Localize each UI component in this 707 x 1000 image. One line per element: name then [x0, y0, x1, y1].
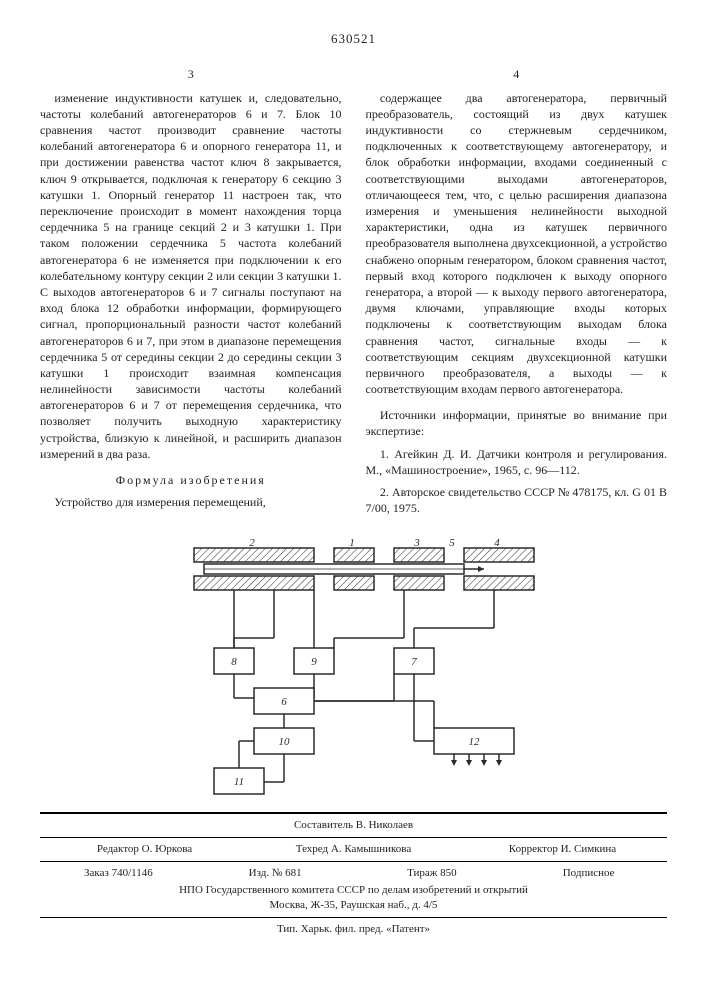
formula-heading: Формула изобретения [40, 472, 342, 488]
footer-order: Заказ 740/1146 [40, 866, 197, 881]
divider [40, 917, 667, 918]
svg-text:5: 5 [449, 538, 455, 549]
svg-text:12: 12 [468, 736, 480, 748]
col-num-left: 3 [40, 66, 342, 82]
footer-row-2: Заказ 740/1146 Изд. № 681 Тираж 850 Подп… [40, 866, 667, 881]
svg-text:9: 9 [311, 656, 317, 668]
svg-text:4: 4 [494, 538, 500, 549]
svg-text:3: 3 [413, 538, 420, 549]
svg-text:11: 11 [233, 776, 243, 788]
right-column: 4 содержащее два автогенератора, первичн… [366, 66, 668, 523]
col-num-right: 4 [366, 66, 668, 82]
right-body: содержащее два автогенератора, первичный… [366, 90, 668, 398]
footer-tirazh: Тираж 850 [354, 866, 511, 881]
svg-text:6: 6 [281, 696, 287, 708]
formula-intro: Устройство для измерения перемещений, [40, 494, 342, 510]
footer-editor: Редактор О. Юркова [40, 842, 249, 857]
patent-number: 630521 [40, 30, 667, 48]
footer-tech: Техред А. Камышникова [249, 842, 458, 857]
footer-print: Тип. Харьк. фил. пред. «Патент» [40, 922, 667, 937]
footer-org1: НПО Государственного комитета СССР по де… [40, 883, 667, 898]
svg-text:8: 8 [231, 656, 237, 668]
footer-org2: Москва, Ж-35, Раушская наб., д. 4/5 [40, 898, 667, 913]
footer-row-1: Редактор О. Юркова Техред А. Камышникова… [40, 842, 667, 857]
footer-izd: Изд. № 681 [197, 866, 354, 881]
schematic-figure: 123458967101112 [134, 538, 574, 798]
ref-1: 1. Агейкин Д. И. Датчики контроля и регу… [366, 446, 668, 478]
svg-text:10: 10 [278, 736, 290, 748]
footer-composer: Составитель В. Николаев [40, 818, 667, 833]
footer-subscript: Подписное [510, 866, 667, 881]
divider [40, 861, 667, 862]
left-column: 3 изменение индуктивности катушек и, сле… [40, 66, 342, 523]
divider [40, 837, 667, 838]
refs-heading: Источники информации, принятые во вниман… [366, 407, 668, 439]
footer-corrector: Корректор И. Симкина [458, 842, 667, 857]
text-columns: 3 изменение индуктивности катушек и, сле… [40, 66, 667, 523]
svg-text:2: 2 [249, 538, 255, 549]
svg-text:1: 1 [349, 538, 355, 549]
ref-2: 2. Авторское свидетельство СССР № 478175… [366, 484, 668, 516]
footer: Составитель В. Николаев Редактор О. Юрко… [40, 812, 667, 936]
left-body: изменение индуктивности катушек и, следо… [40, 90, 342, 462]
svg-text:7: 7 [411, 656, 417, 668]
